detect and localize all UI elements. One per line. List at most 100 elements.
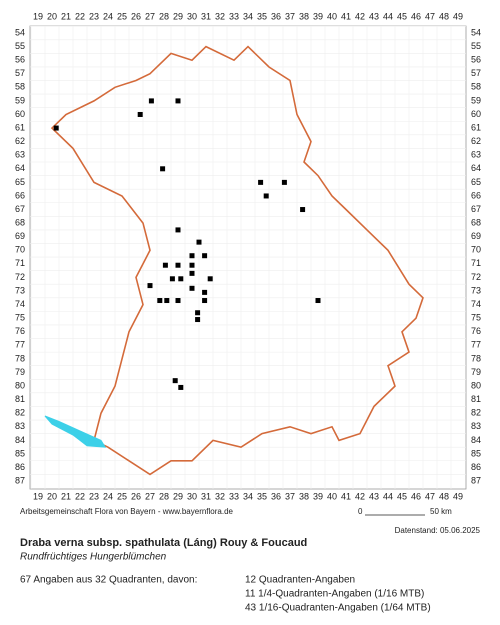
- record-dot: [263, 193, 269, 199]
- y-label: 76: [471, 326, 481, 336]
- x-label: 27: [145, 11, 155, 21]
- y-label: 73: [471, 285, 481, 295]
- x-label: 30: [187, 491, 197, 501]
- x-label: 24: [103, 11, 113, 21]
- y-label: 57: [471, 68, 481, 78]
- y-label: 56: [471, 55, 481, 65]
- record-dot: [281, 179, 287, 185]
- x-label: 25: [117, 11, 127, 21]
- x-label: 30: [187, 11, 197, 21]
- x-label: 35: [257, 491, 267, 501]
- y-label: 70: [471, 245, 481, 255]
- x-label: 46: [411, 491, 421, 501]
- species-name: Draba verna subsp. spathulata (Láng) Rou…: [20, 537, 307, 549]
- y-label: 68: [15, 217, 25, 227]
- y-label: 78: [15, 353, 25, 363]
- x-label: 32: [215, 491, 225, 501]
- record-dot: [175, 227, 181, 233]
- record-dot: [195, 317, 201, 323]
- y-label: 67: [471, 204, 481, 214]
- x-label: 37: [285, 491, 295, 501]
- record-dot: [195, 310, 201, 316]
- record-dot: [202, 298, 208, 304]
- y-label: 67: [15, 204, 25, 214]
- record-dot: [258, 179, 264, 185]
- record-dot: [162, 262, 168, 268]
- y-label: 75: [471, 313, 481, 323]
- y-label: 82: [15, 408, 25, 418]
- y-label: 76: [15, 326, 25, 336]
- x-label: 47: [425, 11, 435, 21]
- x-label: 33: [229, 11, 239, 21]
- y-label: 74: [471, 299, 481, 309]
- y-label: 74: [15, 299, 25, 309]
- x-label: 38: [299, 11, 309, 21]
- y-label: 54: [471, 27, 481, 37]
- y-label: 72: [471, 272, 481, 282]
- y-label: 64: [471, 163, 481, 173]
- x-label: 42: [355, 491, 365, 501]
- x-label: 29: [173, 11, 183, 21]
- y-label: 54: [15, 27, 25, 37]
- y-label: 79: [15, 367, 25, 377]
- record-dot: [178, 276, 184, 282]
- summary-total: 67 Angaben aus 32 Quadranten, davon:: [20, 575, 197, 586]
- summary-detail: 11 1/4-Quadranten-Angaben (1/16 MTB): [245, 589, 424, 600]
- x-label: 33: [229, 491, 239, 501]
- record-dot: [137, 111, 143, 117]
- x-label: 40: [327, 491, 337, 501]
- record-dot: [175, 98, 181, 104]
- x-label: 27: [145, 491, 155, 501]
- x-label: 28: [159, 11, 169, 21]
- y-label: 80: [471, 380, 481, 390]
- scale-end: 50 km: [430, 507, 452, 516]
- y-label: 85: [471, 448, 481, 458]
- x-label: 20: [47, 491, 57, 501]
- y-label: 60: [471, 109, 481, 119]
- x-label: 36: [271, 11, 281, 21]
- y-label: 87: [15, 476, 25, 486]
- x-label: 47: [425, 491, 435, 501]
- x-label: 28: [159, 491, 169, 501]
- y-label: 77: [15, 340, 25, 350]
- record-dot: [196, 239, 202, 245]
- x-label: 38: [299, 491, 309, 501]
- x-label: 31: [201, 11, 211, 21]
- record-dot: [315, 298, 321, 304]
- y-label: 65: [15, 177, 25, 187]
- state-border: [50, 45, 424, 476]
- y-label: 68: [471, 217, 481, 227]
- record-dot: [207, 276, 213, 282]
- x-label: 44: [383, 491, 393, 501]
- y-label: 83: [471, 421, 481, 431]
- lake-constance: [44, 415, 107, 448]
- x-label: 24: [103, 491, 113, 501]
- y-label: 64: [15, 163, 25, 173]
- y-label: 55: [15, 41, 25, 51]
- x-label: 49: [453, 11, 463, 21]
- x-label: 48: [439, 491, 449, 501]
- x-label: 19: [33, 491, 43, 501]
- record-dot: [202, 289, 208, 295]
- x-label: 21: [61, 11, 71, 21]
- y-label: 61: [471, 122, 481, 132]
- y-label: 63: [15, 150, 25, 160]
- y-label: 77: [471, 340, 481, 350]
- record-dot: [189, 253, 195, 259]
- scale-start: 0: [358, 507, 363, 516]
- summary-detail: 12 Quadranten-Angaben: [245, 575, 355, 586]
- x-label: 22: [75, 11, 85, 21]
- y-label: 71: [471, 258, 481, 268]
- record-dot: [172, 378, 178, 384]
- y-label: 85: [15, 448, 25, 458]
- x-label: 35: [257, 11, 267, 21]
- y-label: 60: [15, 109, 25, 119]
- x-label: 43: [369, 491, 379, 501]
- x-label: 29: [173, 491, 183, 501]
- common-name: Rundfrüchtiges Hungerblümchen: [20, 552, 167, 563]
- y-label: 56: [15, 55, 25, 65]
- y-label: 73: [15, 285, 25, 295]
- y-label: 61: [15, 122, 25, 132]
- y-label: 86: [15, 462, 25, 472]
